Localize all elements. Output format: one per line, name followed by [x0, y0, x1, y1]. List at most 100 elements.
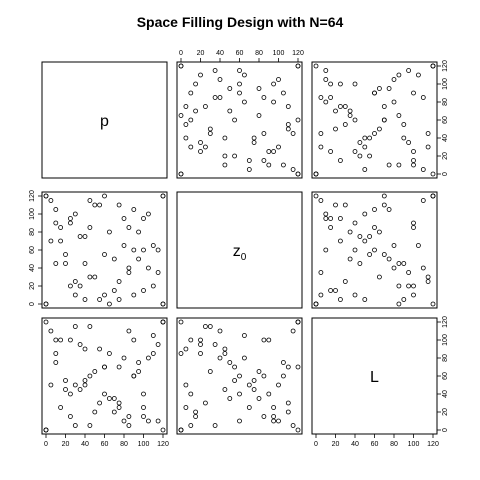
point-p-L-31: [411, 158, 416, 163]
point-p-z0-53: [202, 144, 208, 150]
point-z0-p-41: [43, 301, 49, 307]
point-z0-L-15: [328, 288, 334, 293]
point-z0-L-2: [381, 252, 387, 257]
point-p-z0-12: [266, 149, 272, 154]
point-L-p-3: [72, 382, 78, 388]
diag-label-sub-z0: 0: [241, 252, 247, 263]
point-z0-p-53: [72, 279, 78, 284]
point-z0-L-27: [425, 274, 431, 280]
point-p-L-46: [376, 126, 382, 132]
point-z0-L-14: [367, 234, 373, 239]
point-p-L-25: [430, 171, 436, 177]
point-L-z0-46: [207, 369, 213, 374]
x-tick-label-bottom-p-3: 60: [101, 441, 109, 448]
point-z0-L-45: [411, 220, 416, 226]
point-L-p-58: [116, 364, 122, 370]
chart-title: Space Filling Design with N=64: [137, 14, 344, 30]
point-z0-p-38: [126, 265, 132, 271]
point-L-z0-38: [217, 328, 223, 334]
point-z0-L-48: [367, 252, 373, 257]
point-z0-p-11: [97, 297, 102, 302]
point-L-z0-62: [198, 337, 203, 343]
point-L-z0-45: [266, 337, 272, 343]
point-z0-L-31: [411, 225, 416, 230]
point-L-z0-56: [222, 351, 228, 356]
point-z0-L-55: [352, 292, 358, 298]
point-p-L-39: [342, 122, 348, 127]
x-tick-label-top-z0-5: 100: [273, 50, 285, 57]
point-L-z0-51: [212, 342, 218, 347]
point-p-z0-7: [261, 131, 267, 136]
point-p-z0-11: [183, 122, 189, 127]
point-p-L-61: [430, 63, 436, 69]
point-p-L-11: [401, 122, 407, 127]
point-z0-p-29: [141, 247, 146, 253]
point-L-z0-23: [178, 351, 184, 356]
point-z0-p-10: [155, 247, 161, 253]
point-z0-p-42: [77, 234, 83, 239]
point-z0-p-21: [63, 261, 68, 266]
point-z0-p-43: [136, 256, 142, 262]
y-tick-label-right-p-4: 80: [442, 98, 449, 106]
point-z0-L-40: [430, 193, 436, 199]
point-p-z0-47: [276, 77, 281, 82]
y-tick-label-left-z0-6: 120: [29, 190, 36, 202]
point-z0-p-15: [141, 288, 146, 293]
point-L-z0-39: [285, 400, 291, 406]
point-L-z0-11: [183, 346, 189, 352]
point-z0-L-46: [376, 274, 382, 280]
point-p-L-27: [425, 131, 431, 136]
point-p-L-36: [396, 72, 402, 78]
point-L-p-43: [136, 360, 142, 365]
point-p-L-60: [313, 171, 319, 177]
point-p-L-26: [313, 63, 319, 69]
point-L-z0-53: [202, 324, 208, 329]
point-z0-p-32: [131, 207, 137, 212]
point-p-L-14: [367, 135, 373, 141]
point-z0-L-7: [372, 225, 377, 230]
point-z0-p-50: [107, 229, 112, 235]
point-p-z0-15: [193, 81, 199, 87]
panel-p-L: [311, 61, 438, 179]
point-p-L-37: [328, 149, 334, 154]
point-p-L-54: [372, 90, 377, 96]
y-tick-label-right-L-6: 120: [442, 316, 449, 328]
point-L-p-38: [126, 328, 132, 334]
point-z0-p-19: [136, 229, 142, 235]
point-p-z0-55: [188, 117, 194, 123]
point-p-L-3: [362, 144, 368, 150]
point-L-z0-34: [222, 346, 228, 352]
point-p-L-8: [342, 104, 348, 109]
point-L-p-46: [92, 369, 98, 374]
point-p-z0-14: [251, 135, 257, 141]
point-L-z0-33: [183, 405, 189, 410]
point-p-z0-50: [256, 113, 262, 118]
y-tick-label-right-p-2: 40: [442, 134, 449, 142]
point-z0-p-58: [116, 202, 122, 208]
point-L-z0-14: [251, 378, 257, 383]
x-tick-label-bottom-L-6: 120: [427, 441, 439, 448]
point-z0-L-52: [318, 198, 324, 203]
point-L-z0-17: [227, 396, 233, 401]
point-L-p-26: [160, 427, 166, 433]
point-z0-L-56: [396, 261, 402, 266]
y-tick-label-left-z0-5: 100: [29, 208, 36, 220]
x-tick-label-bottom-L-0: 0: [314, 441, 318, 448]
point-z0-L-5: [337, 238, 343, 244]
point-z0-p-51: [155, 270, 161, 275]
point-L-p-34: [82, 346, 88, 352]
point-z0-p-14: [82, 234, 88, 239]
point-p-z0-57: [271, 81, 277, 87]
point-z0-L-60: [313, 193, 319, 199]
point-z0-p-23: [107, 301, 112, 307]
point-z0-p-9: [48, 198, 54, 203]
point-L-z0-27: [207, 324, 213, 329]
point-L-z0-54: [237, 373, 242, 379]
point-z0-p-4: [131, 292, 137, 298]
point-z0-L-32: [372, 207, 377, 212]
point-L-p-36: [150, 351, 156, 356]
point-p-z0-18: [198, 140, 203, 145]
point-z0-L-23: [396, 301, 402, 307]
x-tick-label-top-z0-6: 120: [292, 50, 304, 57]
point-z0-p-31: [58, 225, 63, 230]
